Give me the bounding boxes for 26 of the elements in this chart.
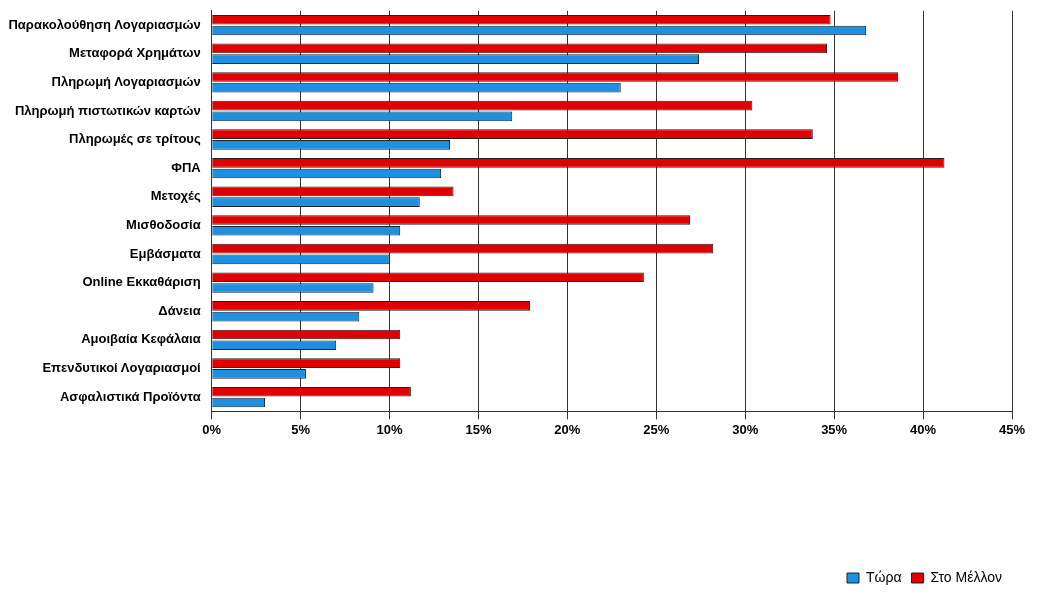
- y-tick-label: Online Εκκαθάριση: [82, 274, 201, 290]
- x-tick-label: 35%: [821, 421, 848, 437]
- legend-label: Στο Μέλλον: [930, 568, 1003, 585]
- y-tick-label: Μετοχές: [150, 188, 201, 204]
- x-tick-label: 5%: [291, 421, 311, 437]
- x-tick-label: 30%: [732, 421, 759, 437]
- x-tick-label: 45%: [998, 421, 1026, 437]
- x-tick-label: 15%: [465, 421, 492, 437]
- legend-label: Τώρα: [865, 568, 902, 585]
- x-tick-label: 25%: [643, 421, 670, 437]
- y-tick-label: Επενδυτικοί Λογαριασμοί: [42, 360, 202, 376]
- y-tick-label: Μισθοδοσία: [126, 216, 201, 232]
- x-tick-label: 40%: [910, 421, 937, 437]
- y-tick-label: Ασφαλιστικά Προϊόντα: [59, 388, 201, 404]
- x-tick-label: 10%: [376, 421, 403, 437]
- y-tick-label: Πληρωμές σε τρίτους: [69, 131, 201, 147]
- y-tick-label: Εμβάσματα: [129, 245, 201, 261]
- y-tick-label: Δάνεια: [158, 302, 201, 318]
- x-tick-label: 0%: [202, 421, 222, 437]
- y-tick-label: Πληρωμή Λογαριασμών: [51, 73, 201, 89]
- y-tick-label: ΦΠΑ: [171, 159, 202, 175]
- y-tick-label: Πληρωμή πιστωτικών καρτών: [14, 102, 201, 118]
- y-tick-label: Μεταφορά Χρημάτων: [69, 45, 201, 61]
- x-tick-label: 20%: [554, 421, 581, 437]
- y-tick-label: Παρακολούθηση Λογαριασμών: [8, 16, 201, 32]
- y-tick-label: Αμοιβαία Κεφάλαια: [81, 331, 201, 347]
